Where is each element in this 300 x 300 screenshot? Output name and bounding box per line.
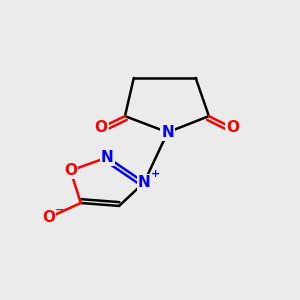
Text: N: N [138, 175, 151, 190]
Text: N: N [101, 150, 114, 165]
Text: O: O [226, 121, 239, 136]
Text: O: O [94, 120, 108, 135]
Text: O: O [42, 210, 55, 225]
Text: N: N [161, 125, 174, 140]
Text: O: O [64, 163, 77, 178]
Text: −: − [55, 205, 64, 214]
Text: +: + [151, 169, 160, 179]
